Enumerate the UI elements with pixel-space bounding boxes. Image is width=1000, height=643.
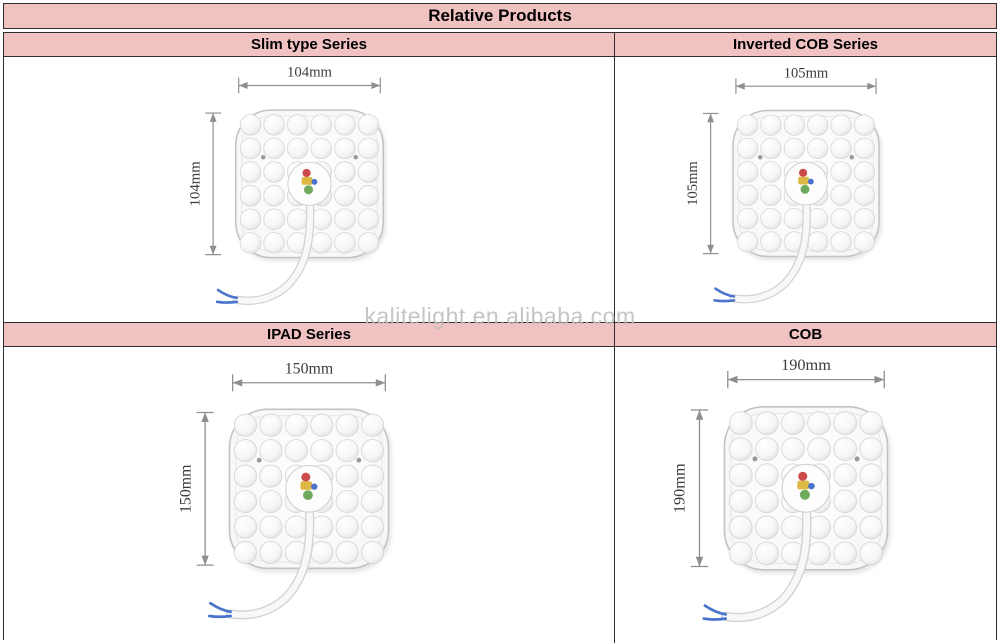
subheader-inverted-cob: Inverted COB Series [615,33,996,57]
height-dimension-label: 150mm [177,464,194,513]
width-dimension: 190mm [726,355,885,389]
power-cable-core [233,192,313,304]
width-dimension: 104mm [237,64,381,94]
header-row-1: Slim type Series Inverted COB Series [4,33,996,57]
product-panel-cob: 190mm 190mm [615,347,996,643]
product-row-1: 104mm 104mm [4,57,996,323]
screw-icon [757,155,762,160]
subheader-ipad: IPAD Series [4,323,615,347]
blue-wire [207,614,232,618]
screw-icon [751,456,757,462]
screw-icon [854,456,860,462]
green-wire-dot [800,185,810,194]
blue-wire [215,300,238,304]
green-wire-dot [303,489,313,500]
screw-icon [352,154,358,160]
product-panel-inverted-cob: 105mm 105mm [615,57,996,322]
subheader-cob-label: COB [788,326,823,343]
lens-array [233,413,385,564]
width-dimension-label: 190mm [781,355,831,374]
product-panel-ipad: 150mm 150mm [4,347,615,643]
page-title-text: Relative Products [428,6,572,25]
led-module-figure: 105mm 105mm [684,66,880,304]
red-wire-dot [301,168,311,177]
led-module-figure: 104mm 104mm [187,64,384,305]
blue-wire [701,617,727,621]
led-module-figure: 150mm 150mm [177,360,390,619]
blue-wire-dot [311,483,318,490]
width-dimension: 105mm [734,66,877,95]
height-dimension-label: 105mm [684,161,700,206]
power-cable-core [227,497,313,618]
width-dimension: 150mm [232,360,386,391]
subheader-cob: COB [615,323,996,347]
red-wire-dot [798,168,807,178]
subheader-inverted-cob-label: Inverted COB Series [732,36,879,53]
power-cable-core [721,498,810,621]
height-dimension: 190mm [669,409,708,568]
blue-wire-dot [807,178,814,185]
red-wire-dot [797,471,807,481]
subheader-slim-type-label: Slim type Series [251,36,367,53]
power-cable-core [730,192,810,303]
led-module [701,405,888,623]
screw-icon [849,155,854,160]
blue-wire [712,299,735,303]
blue-wire [209,601,232,613]
blue-wire [216,288,238,299]
led-module [712,109,880,304]
yellow-connector [301,176,312,185]
subheader-slim-type: Slim type Series [4,33,615,57]
width-dimension-label: 150mm [285,360,334,377]
blue-wire-dot [310,178,317,185]
subheader-ipad-label: IPAD Series [267,326,351,343]
yellow-connector [796,480,809,490]
height-dimension: 104mm [187,112,221,255]
header-row-2: IPAD Series COB [4,323,996,347]
width-dimension-label: 105mm [783,66,828,82]
width-dimension-label: 104mm [286,64,332,80]
blue-wire-dot [807,482,815,490]
height-dimension-label: 104mm [187,161,203,207]
red-wire-dot [301,472,311,482]
height-dimension: 150mm [177,411,214,566]
product-panel-slim-type: 104mm 104mm [4,57,615,322]
blue-wire [713,287,735,298]
led-module [215,109,384,305]
height-dimension-label: 190mm [669,463,688,513]
yellow-connector [300,481,313,490]
led-module-figure: 190mm 190mm [669,355,888,623]
blue-wire [703,604,727,616]
screw-icon [260,154,266,160]
product-row-2: 150mm 150mm [4,347,996,643]
green-wire-dot [799,489,810,500]
height-dimension: 105mm [684,112,718,255]
screw-icon [356,457,362,463]
green-wire-dot [303,184,313,195]
led-module [207,408,390,619]
products-grid: Slim type Series Inverted COB Series 104… [3,32,997,643]
screw-icon [256,457,262,463]
page-title: Relative Products [3,3,997,29]
yellow-connector [797,176,809,185]
